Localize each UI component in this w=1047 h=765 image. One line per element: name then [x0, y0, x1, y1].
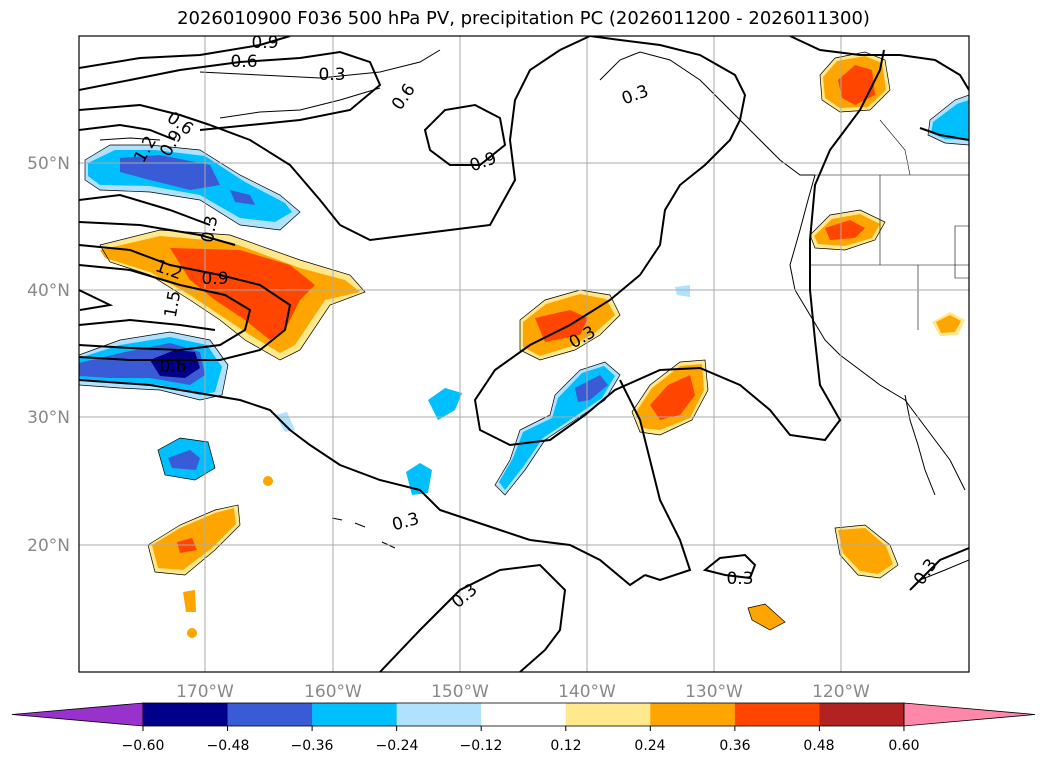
lat-label: 40°N: [27, 281, 70, 301]
colorbar-tick-label: −0.24: [376, 738, 419, 754]
contour-label: 0.6: [159, 357, 186, 377]
lat-label: 50°N: [27, 154, 70, 174]
contour-label: 0.3: [318, 65, 345, 85]
lat-label: 30°N: [27, 408, 70, 428]
colorbar-outline: [142, 702, 905, 727]
colorbar-bin: [650, 703, 736, 726]
map-title: 2026010900 F036 500 hPa PV, precipitatio…: [177, 8, 870, 29]
colorbar-bin: [312, 703, 398, 726]
lon-labels: 170°W 160°W 150°W 140°W 130°W 120°W: [176, 682, 870, 702]
colorbar-tick-label: 0.12: [550, 738, 581, 754]
colorbar-tick-label: −0.60: [122, 738, 165, 754]
colorbar-ticks: −0.60 −0.48 −0.36 −0.24 −0.12 0.12 0.24 …: [122, 738, 920, 754]
colorbar-tick-label: −0.48: [207, 738, 250, 754]
colorbar-bin: [565, 703, 651, 726]
contour-label: 0.6: [230, 52, 257, 72]
lon-label: 170°W: [176, 682, 234, 702]
colorbar-tick-label: 0.36: [719, 738, 750, 754]
colorbar-bin: [396, 703, 482, 726]
pv-contours: [79, 36, 969, 672]
contour-label: 1.5: [161, 289, 185, 319]
contour-label: 0.9: [201, 269, 228, 289]
colorbar-tick-label: −0.36: [291, 738, 334, 754]
contour-label: 0.9: [251, 33, 278, 53]
colorbar-tick-label: 0.48: [803, 738, 834, 754]
colorbar-extend-low: [11, 702, 144, 727]
gridlines: [79, 36, 969, 672]
coastlines: [99, 49, 969, 581]
colorbar-tick-label: −0.12: [460, 738, 503, 754]
colorbar-tick-label: 0.24: [634, 738, 665, 754]
lat-label: 20°N: [27, 536, 70, 556]
state-borders: [810, 119, 969, 330]
lon-label: 130°W: [685, 682, 743, 702]
colorbar: [11, 702, 1036, 731]
colorbar-tick-label: 0.60: [888, 738, 919, 754]
contour-label: 0.3: [726, 569, 753, 589]
contour-label: 0.3: [198, 214, 222, 244]
colorbar-bin: [143, 703, 229, 726]
colorbar-bin: [734, 703, 820, 726]
colorbar-bin: [227, 703, 313, 726]
map-frame: [78, 35, 970, 673]
colorbar-bin: [819, 703, 905, 726]
colorbar-extend-high: [903, 702, 1036, 727]
lon-label: 120°W: [812, 682, 870, 702]
colorbar-bin: [481, 703, 567, 726]
lat-labels: 50°N 40°N 30°N 20°N: [27, 154, 70, 556]
lon-label: 140°W: [558, 682, 616, 702]
lon-label: 160°W: [304, 682, 362, 702]
lon-label: 150°W: [431, 682, 489, 702]
